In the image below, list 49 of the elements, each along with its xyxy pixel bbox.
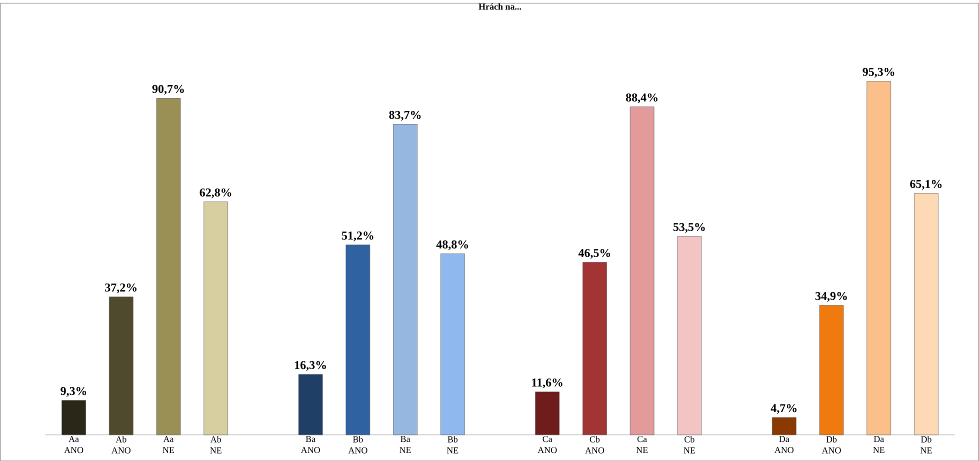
- bar: [393, 124, 418, 435]
- x-tick-label: Bb NE: [446, 436, 458, 454]
- x-tick-label: Ab NE: [210, 436, 222, 454]
- bar: [914, 192, 938, 435]
- bar: [535, 392, 560, 435]
- bar: [204, 201, 228, 435]
- data-label: 34,9%: [815, 292, 847, 302]
- data-label: 4,7%: [770, 404, 796, 414]
- x-tick-label: Ca ANO: [538, 436, 557, 453]
- bar: [582, 262, 607, 435]
- x-tick-label: Db ANO: [822, 436, 841, 454]
- data-label: 90,7%: [152, 84, 184, 95]
- data-label: 16,3%: [295, 360, 326, 371]
- x-tick-label: Aa NE: [162, 436, 174, 453]
- x-tick-label: Ab ANO: [111, 436, 131, 454]
- bar: [440, 253, 465, 435]
- bar: [108, 296, 134, 435]
- x-tick-label: Ca NE: [636, 436, 648, 453]
- data-label: 11,6%: [532, 378, 562, 388]
- x-tick-label: Aa ANO: [64, 436, 84, 453]
- data-label: 46,5%: [578, 248, 610, 259]
- data-label: 95,3%: [862, 68, 894, 78]
- data-label: 9,3%: [60, 386, 86, 397]
- bar: [62, 400, 86, 435]
- chart-title: Hrách na...: [478, 3, 522, 10]
- x-tick-label: Cb NE: [684, 436, 695, 454]
- x-tick-label: Ba ANO: [300, 436, 320, 453]
- bar: [819, 305, 844, 435]
- data-label: 88,4%: [626, 93, 658, 104]
- bar: [298, 374, 323, 435]
- x-tick-label: Da NE: [873, 436, 884, 453]
- data-label: 51,2%: [342, 231, 374, 242]
- data-label: 83,7%: [389, 110, 421, 121]
- bar: [772, 417, 796, 435]
- data-label: 37,2%: [105, 283, 136, 294]
- data-label: 53,5%: [673, 222, 705, 233]
- bar: [866, 80, 892, 435]
- data-label: 48,8%: [436, 240, 468, 250]
- x-tick-label: Cb ANO: [585, 436, 604, 454]
- bar: [677, 236, 702, 435]
- data-label: 65,1%: [910, 180, 942, 190]
- x-tick-label: Db NE: [920, 436, 932, 454]
- bar: [346, 244, 370, 435]
- data-label: 62,8%: [200, 188, 232, 198]
- x-tick-label: Ba NE: [400, 436, 411, 453]
- bar: [630, 106, 654, 435]
- x-tick-label: Da ANO: [774, 436, 794, 453]
- x-tick-label: Bb ANO: [348, 436, 368, 454]
- bar: [156, 98, 181, 435]
